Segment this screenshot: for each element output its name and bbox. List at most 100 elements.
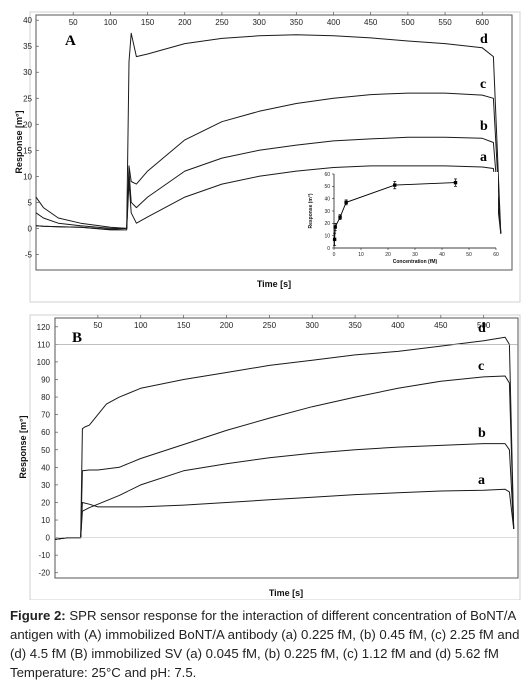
x-tick-label: 200 (178, 18, 192, 27)
inset-y-tick-label: 0 (327, 246, 330, 252)
panel-a-x-ticks: 50 100 150 200 250 300 350 400 450 500 550 600 (69, 12, 490, 27)
series-line-c (35, 92, 502, 234)
y-tick-label: 40 (41, 463, 50, 472)
caption-text: SPR sensor response for the interaction … (10, 608, 520, 680)
panel-b-y-ticks: -20 -10 0 10 20 30 40 50 60 70 80 90 100 110 120 (37, 323, 58, 578)
y-tick-label: 50 (41, 446, 50, 455)
inset-x-tick-label: 10 (358, 252, 364, 258)
x-tick-label: 300 (306, 321, 320, 330)
panel-a-label: A (65, 33, 76, 49)
panel-b: -20 -10 0 10 20 30 40 50 60 70 80 90 100 110 120 50 100… (18, 314, 521, 600)
x-tick-label: 150 (177, 321, 191, 330)
inset-x-tick-label: 50 (466, 252, 472, 258)
y-tick-label: 10 (41, 516, 50, 525)
y-tick-label: 110 (37, 340, 50, 349)
panel-b-label: B (72, 330, 82, 346)
inset-data-point (453, 180, 458, 185)
inset-x-tick-label: 40 (439, 252, 445, 258)
y-tick-label: 15 (23, 146, 32, 155)
inset-data-group (332, 178, 458, 246)
caption-lead: Figure 2: (10, 608, 66, 623)
inset-x-tick-label: 0 (333, 252, 336, 258)
x-tick-label: 500 (401, 18, 415, 27)
x-tick-label: 200 (220, 321, 234, 330)
x-tick-label: 50 (69, 18, 78, 27)
y-tick-label: 100 (37, 358, 51, 367)
x-tick-label: 600 (476, 18, 490, 27)
panel-b-series-group (54, 336, 518, 540)
x-tick-label: 350 (290, 18, 304, 27)
y-tick-label: -5 (25, 250, 33, 259)
x-tick-label: 300 (252, 18, 266, 27)
y-tick-label: 25 (23, 94, 32, 103)
y-tick-label: 40 (23, 16, 32, 25)
series-line-a (54, 488, 515, 540)
series-line-c (54, 375, 515, 540)
x-tick-label: 100 (134, 321, 148, 330)
inset-x-ticks: 0 10 20 30 40 50 60 (333, 248, 499, 258)
panel-b-series-label-b: b (478, 426, 486, 441)
y-tick-label: 30 (23, 68, 32, 77)
inset-y-axis-label: Response (m°) (308, 193, 314, 228)
series-line-d (35, 32, 502, 234)
x-tick-label: 450 (364, 18, 378, 27)
figure-caption: Figure 2: SPR sensor response for the in… (10, 606, 522, 682)
inset-data-point (393, 183, 397, 187)
x-tick-label: 550 (438, 18, 452, 27)
panel-a-x-axis-label: Time [s] (257, 279, 291, 289)
y-tick-label: 20 (23, 120, 32, 129)
panel-b-series-label-a: a (478, 473, 485, 488)
y-tick-label: 70 (41, 411, 50, 420)
y-tick-label: 5 (28, 198, 33, 207)
y-tick-label: 60 (41, 428, 50, 437)
inset-y-tick-label: 10 (324, 233, 330, 239)
panel-a-y-axis-label: Response [m°] (14, 110, 24, 173)
y-tick-label: 80 (41, 393, 50, 402)
panel-a-series-label-c: c (480, 77, 486, 92)
inset-data-point (338, 215, 342, 219)
series-line-b (35, 136, 502, 234)
y-tick-label: -20 (38, 569, 50, 578)
y-tick-label: 20 (41, 498, 50, 507)
y-tick-label: 30 (41, 481, 50, 490)
panel-b-series-label-d: d (478, 321, 486, 336)
y-tick-label: 0 (46, 534, 51, 543)
panel-a-y-ticks: -5 0 5 10 15 20 25 30 35 40 (23, 16, 39, 259)
y-tick-label: 120 (37, 323, 51, 332)
x-tick-label: 250 (263, 321, 277, 330)
inset-y-tick-label: 30 (324, 209, 330, 215)
y-tick-label: 0 (28, 224, 33, 233)
x-tick-label: 350 (348, 321, 362, 330)
inset-y-tick-label: 20 (324, 221, 330, 227)
panel-a-inset: 0 10 20 30 40 50 60 0 10 20 30 40 50 60 Concentratio… (298, 172, 499, 265)
inset-data-point (332, 237, 337, 242)
inset-y-ticks: 0 10 20 30 40 50 60 (324, 172, 334, 252)
inset-y-tick-label: 40 (324, 196, 330, 202)
panel-a-series-label-a: a (480, 150, 487, 165)
panel-b-series-label-c: c (478, 359, 484, 374)
inset-x-tick-label: 30 (412, 252, 418, 258)
y-tick-label: -10 (38, 551, 50, 560)
panel-a-series-label-b: b (480, 119, 488, 134)
inset-x-tick-label: 60 (493, 252, 499, 258)
inset-data-point (333, 225, 337, 229)
inset-x-tick-label: 20 (385, 252, 391, 258)
x-tick-label: 500 (477, 321, 491, 330)
x-tick-label: 400 (391, 321, 405, 330)
panel-b-plot-area (54, 317, 519, 579)
x-tick-label: 150 (141, 18, 155, 27)
x-tick-label: 400 (327, 18, 341, 27)
y-tick-label: 35 (23, 42, 32, 51)
series-line-b (54, 443, 515, 540)
panel-a-series-label-d: d (480, 32, 488, 47)
y-tick-label: 90 (41, 375, 50, 384)
panel-a-series-group (35, 32, 502, 234)
x-tick-label: 250 (215, 18, 229, 27)
inset-x-axis-label: Concentration (fM) (393, 259, 438, 265)
x-tick-label: 100 (104, 18, 118, 27)
panel-b-x-axis-label: Time [s] (269, 588, 303, 598)
inset-data-point (344, 200, 348, 205)
series-line-d (54, 336, 515, 540)
